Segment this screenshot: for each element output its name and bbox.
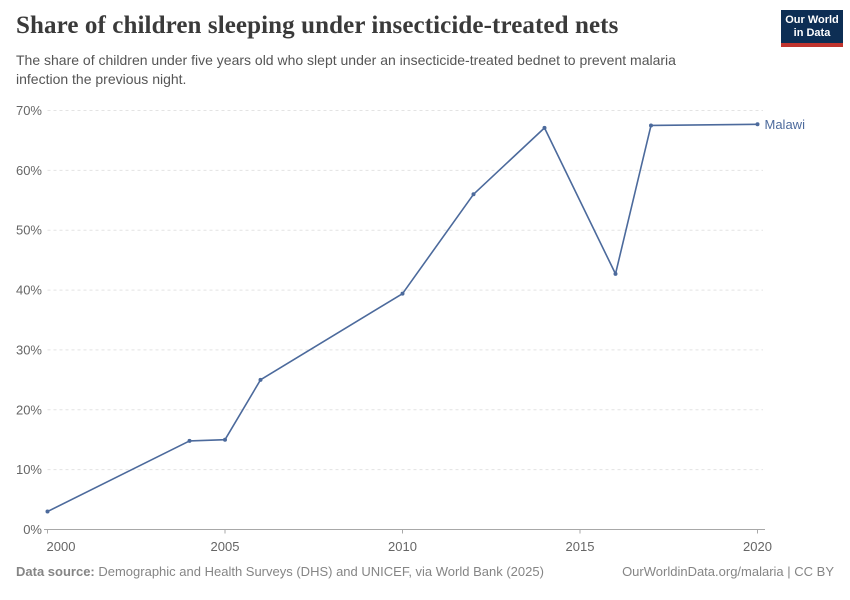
entity-label[interactable]: Malawi	[765, 117, 806, 132]
data-point-marker[interactable]	[755, 122, 760, 127]
data-point-marker[interactable]	[258, 377, 263, 382]
y-axis-tick-label: 70%	[16, 103, 42, 118]
data-source-note: Data source: Demographic and Health Surv…	[16, 564, 544, 579]
chart-title: Share of children sleeping under insecti…	[16, 12, 619, 39]
y-axis-tick-label: 10%	[16, 462, 42, 477]
x-axis-tick-label: 2005	[211, 539, 240, 554]
x-axis-tick-label: 2015	[566, 539, 595, 554]
y-axis-tick-label: 40%	[16, 283, 42, 298]
y-axis-tick-label: 20%	[16, 402, 42, 417]
owid-logo: Our World in Data	[781, 10, 843, 47]
data-point-marker[interactable]	[471, 192, 476, 197]
data-source-text: Demographic and Health Surveys (DHS) and…	[94, 564, 544, 579]
data-point-marker[interactable]	[223, 437, 227, 442]
chart-footer: Data source: Demographic and Health Surv…	[16, 564, 834, 579]
x-axis-tick-label: 2010	[388, 539, 417, 554]
owid-logo-box: Our World in Data	[781, 10, 843, 43]
owid-logo-red-bar	[781, 43, 843, 47]
data-point-marker[interactable]	[187, 438, 192, 443]
y-axis-tick-label: 50%	[16, 223, 42, 238]
y-axis-tick-label: 0%	[23, 522, 42, 537]
data-point-marker[interactable]	[45, 509, 50, 514]
data-point-marker[interactable]	[649, 123, 653, 128]
data-source-label: Data source:	[16, 564, 95, 579]
y-axis-tick-label: 30%	[16, 342, 42, 357]
owid-logo-line2: in Data	[793, 27, 831, 39]
data-point-marker[interactable]	[542, 125, 547, 130]
owid-credit-link[interactable]: OurWorldinData.org/malaria | CC BY	[622, 564, 834, 579]
data-point-marker[interactable]	[613, 271, 618, 276]
series-line[interactable]	[47, 123, 758, 513]
chart-subtitle: The share of children under five years o…	[16, 52, 676, 87]
owid-logo-line1: Our World	[785, 14, 839, 26]
y-axis-tick-label: 60%	[16, 163, 42, 178]
data-point-marker[interactable]	[400, 291, 405, 296]
x-axis-tick-label: 2020	[743, 539, 772, 554]
x-axis-tick-label: 2000	[47, 539, 76, 554]
